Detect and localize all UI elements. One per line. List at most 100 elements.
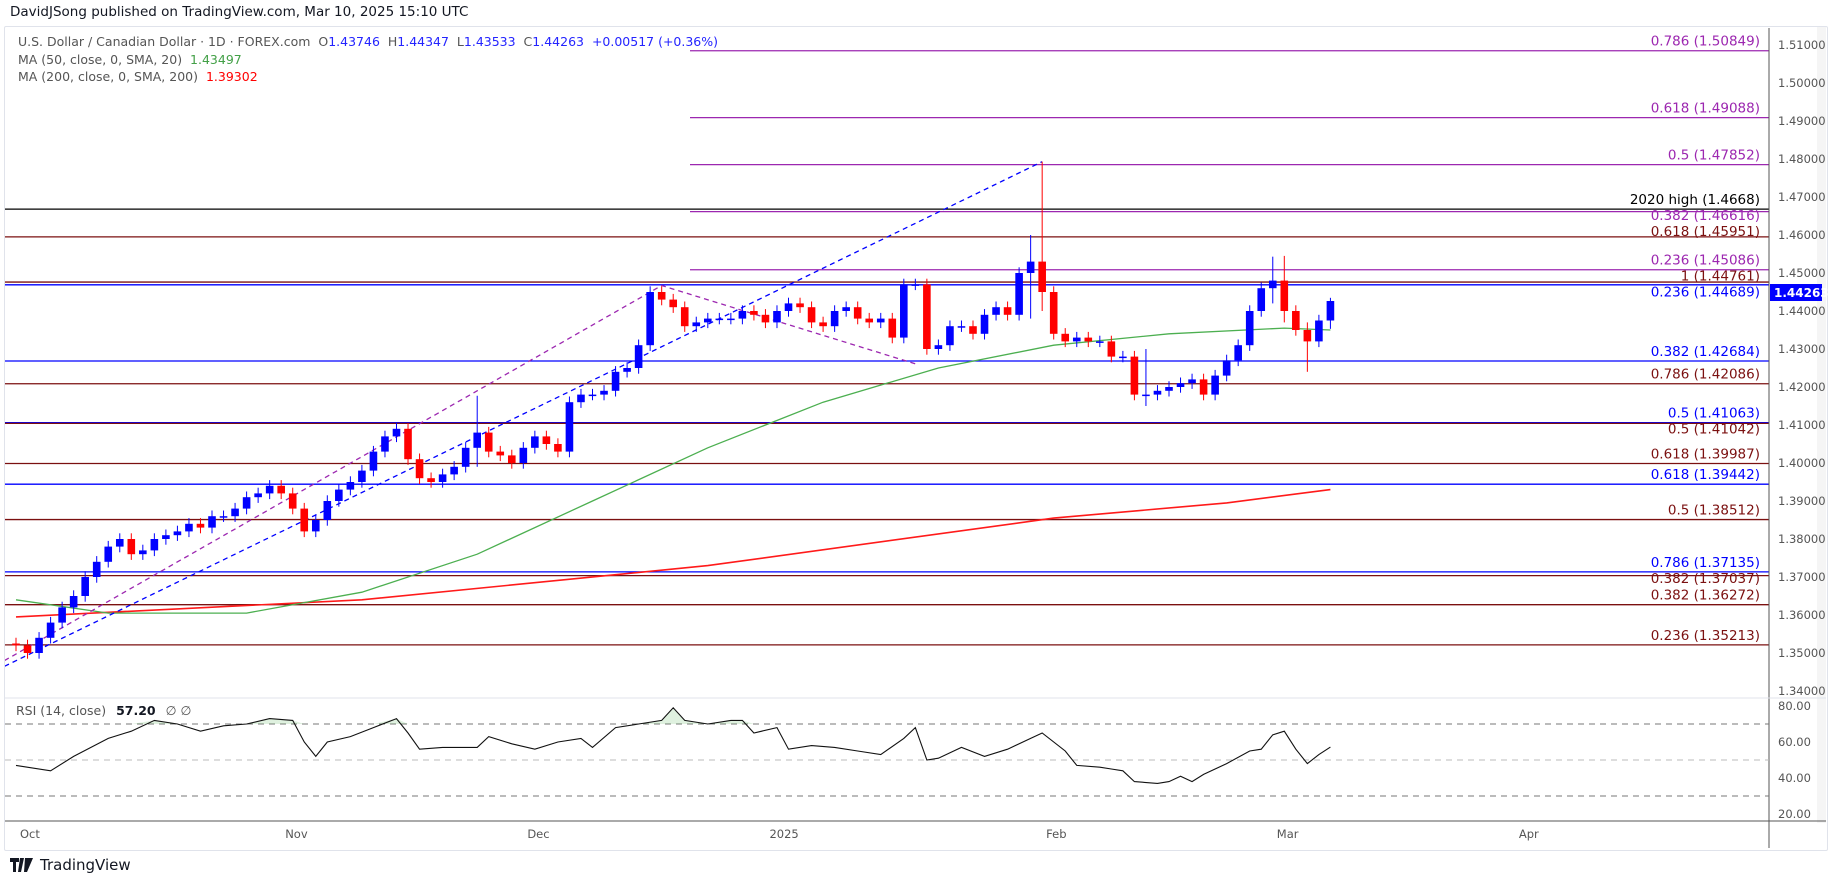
ma50-line — [15, 327, 1331, 614]
publisher-line: DavidJSong published on TradingView.com,… — [10, 4, 469, 20]
price-tick-label: 1.35000 — [1778, 646, 1826, 660]
ma50-value: 1.43497 — [190, 51, 242, 67]
candle-body — [231, 508, 239, 517]
candle-body — [150, 539, 159, 551]
candle-body — [577, 394, 585, 403]
candle-body — [1188, 379, 1196, 384]
candle-body — [438, 474, 447, 482]
candle-body — [311, 520, 320, 532]
candle-body — [842, 307, 850, 311]
rsi-overbought-fill — [661, 707, 674, 724]
ma50-row[interactable]: MA (50, close, 0, SMA, 20) 1.43497 — [18, 51, 718, 69]
candle-body — [750, 311, 758, 315]
candle-body — [1072, 337, 1081, 342]
fib-label: 0.786 (1.37135) — [1651, 555, 1760, 571]
symbol-label[interactable]: U.S. Dollar / Canadian Dollar · 1D · FOR… — [18, 34, 311, 49]
blue-trend — [5, 161, 1043, 667]
price-tick-label: 1.48000 — [1778, 152, 1826, 166]
candle-body — [554, 444, 562, 452]
candle-body — [254, 493, 262, 498]
candle-body — [923, 284, 931, 349]
candle-body — [12, 643, 20, 646]
tradingview-logo[interactable]: TradingView — [10, 856, 131, 874]
candle-body — [1211, 375, 1219, 395]
candle-body — [531, 436, 539, 448]
rsi-legend[interactable]: RSI (14, close) 57.20 ∅ ∅ — [16, 703, 191, 718]
candle-body — [392, 428, 401, 437]
candle-body — [992, 307, 1000, 315]
candle-body — [819, 322, 827, 327]
ma200-line — [15, 488, 1331, 618]
rsi-overbought-fill — [373, 718, 397, 724]
rsi-extra-1: ∅ — [165, 703, 177, 718]
candle-body — [773, 311, 781, 323]
candle-body — [980, 314, 989, 334]
candle-body — [692, 322, 701, 327]
rsi-overbought-fill — [292, 720, 305, 724]
fib-label: 0.382 (1.46616) — [1651, 208, 1760, 224]
candle-body — [23, 645, 32, 653]
candle-body — [139, 550, 147, 555]
candle-body — [611, 371, 620, 391]
candle-body — [853, 307, 862, 319]
price-tick-label: 1.49000 — [1778, 114, 1826, 128]
time-tick-label: Oct — [20, 827, 40, 841]
candle-body — [1142, 394, 1150, 397]
fib-label: 0.786 (1.50849) — [1651, 34, 1760, 50]
rsi-tick-label: 20.00 — [1778, 807, 1811, 821]
candle-body — [1222, 360, 1231, 376]
time-tick-label: Feb — [1046, 827, 1066, 841]
chart-frame — [4, 26, 1828, 851]
candle-body — [969, 326, 977, 334]
candle-body — [727, 318, 735, 321]
candle-body — [196, 523, 205, 528]
close-value: 1.44263 — [532, 34, 584, 49]
candle-body — [346, 482, 355, 490]
candle-body — [704, 318, 712, 323]
time-tick-label: 2025 — [769, 827, 798, 841]
candle-body — [358, 470, 366, 482]
candle-body — [484, 432, 493, 452]
rsi-extra-2: ∅ — [180, 703, 192, 718]
price-tick-label: 1.41000 — [1778, 418, 1826, 432]
price-tick-label: 1.34000 — [1778, 684, 1826, 698]
fib-label: 0.382 (1.36272) — [1651, 588, 1760, 604]
rsi-label: RSI (14, close) — [16, 703, 107, 718]
high-label: H — [387, 34, 398, 49]
last-price-label: 1.44263 — [1774, 286, 1829, 300]
candle-body — [162, 535, 170, 539]
time-tick-label: Nov — [285, 827, 308, 841]
candle-body — [288, 493, 297, 509]
candle-body — [657, 292, 666, 300]
rsi-overbought-fill — [269, 718, 293, 724]
candle-body — [1153, 390, 1162, 395]
candle-body — [888, 318, 897, 338]
time-tick-label: Apr — [1519, 827, 1539, 841]
candle-body — [680, 307, 689, 327]
low-value: 1.43533 — [463, 34, 516, 49]
candle-body — [911, 284, 920, 286]
price-tick-label: 1.44000 — [1778, 304, 1826, 318]
fib-label: 0.382 (1.37037) — [1651, 571, 1760, 587]
candle-body — [1015, 273, 1023, 315]
ma200-row[interactable]: MA (200, close, 0, SMA, 200) 1.39302 — [18, 68, 718, 86]
candle-body — [1084, 337, 1093, 342]
price-tick-label: 1.40000 — [1778, 456, 1826, 470]
candle-body — [1257, 288, 1266, 311]
candle-body — [588, 394, 597, 397]
candle-body — [784, 303, 793, 311]
candle-body — [1303, 330, 1312, 342]
rsi-tick-label: 60.00 — [1778, 735, 1811, 749]
time-tick-label: Mar — [1277, 827, 1299, 841]
candle-body — [542, 436, 551, 444]
candle-body — [1292, 311, 1300, 330]
rsi-value: 57.20 — [116, 703, 156, 718]
plot-area — [5, 50, 1769, 667]
candle-body — [104, 546, 113, 562]
last-price-tag — [1770, 284, 1822, 302]
candle-body — [335, 489, 343, 501]
candle-body — [323, 501, 332, 520]
candle-body — [300, 508, 309, 532]
high-value: 1.44347 — [397, 34, 449, 49]
